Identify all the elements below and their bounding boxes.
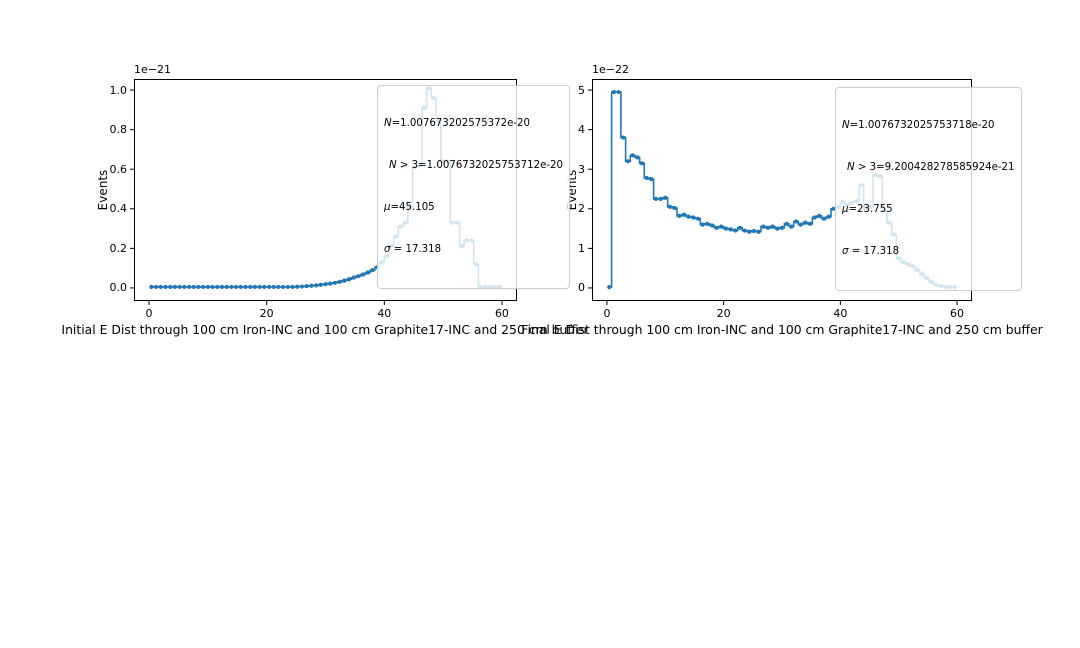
y-tick-label: 4 xyxy=(578,123,585,137)
y-axis-offset-label-final: 1e−22 xyxy=(592,63,629,76)
plot-title-initial: Initial E Dist through 100 cm Iron-INC a… xyxy=(61,322,589,337)
legend-line-n: N=1.007673202575372e-20 xyxy=(384,118,531,129)
y-tick-label: 0.6 xyxy=(109,162,128,176)
y-tick-label: 0 xyxy=(578,281,585,295)
legend-line-n-gt-3: N > 3=1.0076732025753712e-20 xyxy=(389,160,563,171)
y-tick-label: 1 xyxy=(578,241,585,255)
y-tick-label: 0.4 xyxy=(109,202,128,216)
legend-line-n: N=1.0076732025753718e-20 xyxy=(842,120,995,131)
y-tick-label: 3 xyxy=(578,162,585,176)
y-tick-label: 0.8 xyxy=(109,123,128,137)
legend-line-mu: μ=23.755 xyxy=(842,204,893,215)
x-tick-label: 0 xyxy=(603,307,611,320)
stats-legend-final: N=1.0076732025753718e-20 N > 3=9.2004282… xyxy=(835,87,1022,291)
x-tick-label: 40 xyxy=(833,307,848,320)
y-tick-label: 0.2 xyxy=(109,241,128,255)
legend-line-n-gt-3: N > 3=9.200428278585924e-21 xyxy=(847,162,1015,173)
plot-title-final: Final E Dist through 100 cm Iron-INC and… xyxy=(521,322,1043,337)
x-tick-label: 20 xyxy=(259,307,274,320)
legend-line-sigma: σ = 17.318 xyxy=(842,246,900,257)
x-tick-label: 40 xyxy=(377,307,392,320)
stats-legend-initial: N=1.007673202575372e-20 N > 3=1.00767320… xyxy=(377,85,570,289)
legend-line-sigma: σ = 17.318 xyxy=(384,244,442,255)
y-axis-offset-label-initial: 1e−21 xyxy=(134,63,171,76)
y-tick-label: 0.0 xyxy=(109,281,128,295)
y-tick-label: 2 xyxy=(578,202,585,216)
x-tick-label: 20 xyxy=(716,307,731,320)
legend-line-mu: μ=45.105 xyxy=(384,202,435,213)
x-tick-label: 0 xyxy=(145,307,153,320)
x-tick-label: 60 xyxy=(950,307,965,320)
x-tick-label: 60 xyxy=(494,307,509,320)
y-tick-label: 5 xyxy=(578,83,585,97)
y-tick-label: 1.0 xyxy=(109,83,128,97)
